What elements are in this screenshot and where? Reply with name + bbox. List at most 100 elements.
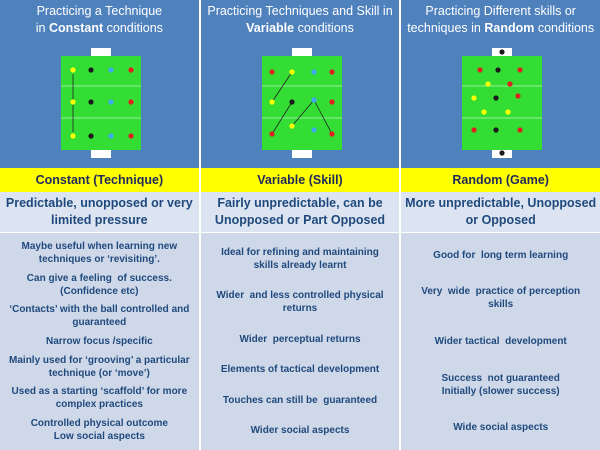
point-line: skills already learnt xyxy=(253,259,347,271)
player xyxy=(70,99,76,105)
summary: Fairly unpredictable, can be Unopposed or… xyxy=(200,192,400,233)
point: Controlled physical outcome Low social as… xyxy=(6,417,193,443)
player xyxy=(493,95,499,101)
player xyxy=(128,99,134,105)
point: Wide social aspects xyxy=(407,421,594,434)
point-line: Low social aspects xyxy=(53,431,145,443)
point-line: guaranteed xyxy=(72,317,127,329)
pitch-diagram xyxy=(261,48,342,158)
point: Wider social aspects xyxy=(207,424,394,437)
points: Good for long term learning Very wide pra… xyxy=(401,233,600,450)
summary-line: Predictable, unopposed or very xyxy=(5,196,193,210)
player xyxy=(70,67,76,73)
player xyxy=(108,67,114,73)
title-line: Practicing Techniques and Skill in xyxy=(207,4,393,18)
pass-arrow xyxy=(291,99,314,127)
point-line: Very wide practice of perception xyxy=(421,286,581,298)
point: Good for long term learning xyxy=(407,249,594,262)
player xyxy=(485,81,491,87)
player xyxy=(88,99,94,105)
player xyxy=(88,133,94,139)
title: Practicing a Technique in Constant condit… xyxy=(0,0,199,37)
points: Ideal for refining and maintaining skills… xyxy=(200,233,400,450)
title-line: in Constant conditions xyxy=(0,20,199,37)
player xyxy=(289,69,295,75)
player xyxy=(128,133,134,139)
player xyxy=(481,109,487,115)
point: ‘Contacts’ with the ball controlled and g… xyxy=(6,303,193,329)
summary-line: More unpredictable, Unopposed xyxy=(405,196,597,210)
summary-line: limited pressure xyxy=(51,213,148,227)
point-line: Wider and less controlled physical xyxy=(216,290,384,302)
point: Can give a feeling of success. (Confidenc… xyxy=(6,272,193,298)
player xyxy=(493,127,499,133)
pitch xyxy=(61,48,141,158)
point: Maybe useful when learning new techniques… xyxy=(6,240,193,266)
field xyxy=(462,56,543,150)
player xyxy=(289,123,295,129)
player xyxy=(499,150,505,156)
pass-arrow xyxy=(271,101,293,135)
player xyxy=(471,127,477,133)
column: Practicing Different skills or techniques… xyxy=(401,0,600,450)
point: Mainly used for ‘grooving’ a particular t… xyxy=(6,354,193,380)
summary-line: Fairly unpredictable, can be xyxy=(217,196,383,210)
point-line: Touches can still be guaranteed xyxy=(222,394,378,406)
player xyxy=(477,67,483,73)
title: Practicing Different skills or techniques… xyxy=(401,0,600,37)
point: Touches can still be guaranteed xyxy=(207,394,394,407)
player xyxy=(499,49,505,55)
pitch-diagram xyxy=(462,48,543,158)
player xyxy=(289,99,295,105)
summary: More unpredictable, Unopposed or Opposed xyxy=(401,192,600,233)
player xyxy=(108,133,114,139)
point-line: Maybe useful when learning new xyxy=(21,240,178,252)
point: Wider tactical development xyxy=(407,335,594,348)
player xyxy=(515,93,521,99)
points: Maybe useful when learning new techniques… xyxy=(0,233,199,450)
pitch xyxy=(261,48,342,158)
point-line: Controlled physical outcome xyxy=(30,418,168,430)
player xyxy=(329,131,335,137)
field xyxy=(261,56,342,150)
point-line: ‘Contacts’ with the ball controlled and xyxy=(9,304,190,316)
title-suffix: conditions xyxy=(106,21,163,35)
point-line: Used as a starting ‘scaffold’ for more xyxy=(11,386,188,398)
column-header: Constant (Technique) xyxy=(0,168,199,192)
player xyxy=(507,81,513,87)
goal xyxy=(91,149,111,158)
title-panel: Practicing Techniques and Skill in Variab… xyxy=(200,0,400,168)
title-prefix: techniques in xyxy=(407,21,481,35)
title-line: Practicing Different skills or xyxy=(425,4,576,18)
player xyxy=(269,99,275,105)
player xyxy=(329,69,335,75)
point-line: Ideal for refining and maintaining xyxy=(221,246,379,258)
pitch xyxy=(462,48,543,158)
point-line: Narrow focus /specific xyxy=(45,335,153,347)
title: Practicing Techniques and Skill in Variab… xyxy=(201,0,400,37)
point-line: returns xyxy=(282,303,318,315)
title-bold: Random xyxy=(484,21,535,35)
column-header: Random (Game) xyxy=(401,168,600,192)
point: Used as a starting ‘scaffold’ for more co… xyxy=(6,385,193,411)
column-header: Variable (Skill) xyxy=(200,168,400,192)
point-line: Wide social aspects xyxy=(453,422,549,434)
player xyxy=(88,67,94,73)
title-prefix: in xyxy=(35,21,46,35)
point-line: (Confidence etc) xyxy=(60,285,139,297)
title-suffix: conditions xyxy=(537,21,595,35)
summary: Predictable, unopposed or very limited pr… xyxy=(0,192,199,233)
point-line: Wider social aspects xyxy=(250,425,350,437)
player xyxy=(471,95,477,101)
point-line: skills xyxy=(488,299,514,311)
point-line: Can give a feeling of success. xyxy=(26,272,172,284)
point-line: techniques or ‘revisiting’. xyxy=(38,253,160,265)
player xyxy=(108,99,114,105)
player xyxy=(495,67,501,73)
title-panel: Practicing a Technique in Constant condit… xyxy=(0,0,199,168)
point: Success not guaranteed Initially (slower … xyxy=(407,372,594,398)
pass-arrow xyxy=(313,99,333,135)
point-line: complex practices xyxy=(55,399,143,411)
player xyxy=(269,69,275,75)
point-line: Mainly used for ‘grooving’ a particular xyxy=(9,354,190,366)
